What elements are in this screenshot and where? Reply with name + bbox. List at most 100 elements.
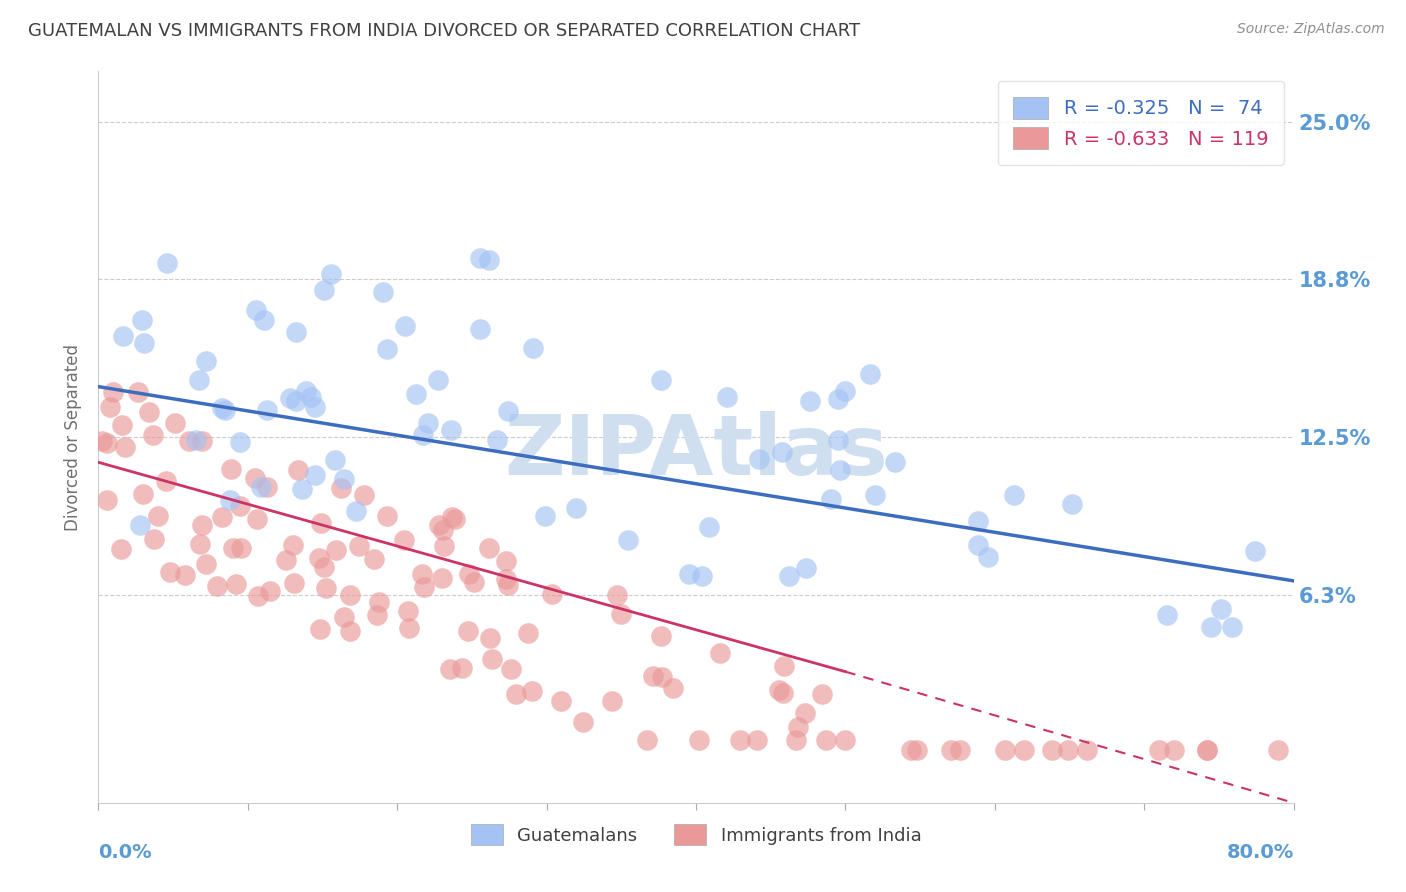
Point <box>468 251 491 265</box>
Point <box>195 354 218 368</box>
Point <box>392 533 415 548</box>
Point <box>287 463 309 477</box>
Point <box>863 488 886 502</box>
Point <box>219 462 242 476</box>
Point <box>1040 743 1063 757</box>
Point <box>451 661 474 675</box>
Point <box>319 267 342 281</box>
Point <box>368 594 391 608</box>
Point <box>994 743 1017 757</box>
Point <box>458 566 481 581</box>
Point <box>222 541 245 555</box>
Point <box>716 390 738 404</box>
Point <box>245 303 267 318</box>
Point <box>1199 620 1222 634</box>
Point <box>1076 743 1098 757</box>
Point <box>772 658 794 673</box>
Point <box>745 732 768 747</box>
Point <box>1197 743 1219 757</box>
Point <box>112 329 135 343</box>
Point <box>366 608 388 623</box>
Point <box>132 486 155 500</box>
Point <box>457 624 479 638</box>
Point <box>283 576 305 591</box>
Point <box>1222 620 1244 634</box>
Point <box>485 433 508 447</box>
Point <box>188 373 211 387</box>
Point <box>129 518 152 533</box>
Point <box>211 510 233 524</box>
Point <box>304 468 326 483</box>
Point <box>478 541 501 556</box>
Point <box>98 401 121 415</box>
Point <box>692 569 714 583</box>
Point <box>256 480 278 494</box>
Point <box>1163 743 1185 757</box>
Point <box>411 566 433 581</box>
Text: ZIPAtlas: ZIPAtlas <box>503 411 889 492</box>
Point <box>188 537 211 551</box>
Point <box>1014 743 1036 757</box>
Point <box>231 541 253 556</box>
Point <box>505 687 527 701</box>
Point <box>274 552 297 566</box>
Point <box>323 453 346 467</box>
Point <box>155 474 177 488</box>
Point <box>246 511 269 525</box>
Point <box>498 578 520 592</box>
Point <box>662 681 685 695</box>
Point <box>177 434 200 449</box>
Point <box>550 694 572 708</box>
Legend: Guatemalans, Immigrants from India: Guatemalans, Immigrants from India <box>456 810 936 860</box>
Point <box>606 588 628 602</box>
Point <box>636 732 658 747</box>
Point <box>495 554 517 568</box>
Point <box>967 515 990 529</box>
Point <box>259 584 281 599</box>
Point <box>1197 743 1219 757</box>
Point <box>815 732 838 747</box>
Point <box>413 580 436 594</box>
Point <box>1060 497 1083 511</box>
Point <box>143 532 166 546</box>
Point <box>309 516 332 531</box>
Point <box>91 434 114 448</box>
Point <box>785 732 807 747</box>
Point <box>96 436 118 450</box>
Point <box>229 500 252 514</box>
Point <box>439 661 461 675</box>
Point <box>412 428 434 442</box>
Point <box>134 335 156 350</box>
Point <box>520 683 543 698</box>
Point <box>314 283 336 297</box>
Point <box>156 256 179 270</box>
Point <box>165 416 187 430</box>
Point <box>225 576 247 591</box>
Point <box>131 312 153 326</box>
Point <box>643 669 665 683</box>
Point <box>617 533 640 548</box>
Point <box>375 343 398 357</box>
Point <box>325 543 347 558</box>
Point <box>111 418 134 433</box>
Point <box>463 574 485 589</box>
Point <box>440 423 463 437</box>
Point <box>1211 602 1233 616</box>
Point <box>470 321 492 335</box>
Point <box>127 385 149 400</box>
Point <box>174 568 197 582</box>
Point <box>678 566 700 581</box>
Point <box>827 433 849 447</box>
Point <box>229 435 252 450</box>
Point <box>148 508 170 523</box>
Point <box>1156 608 1178 623</box>
Point <box>252 312 274 326</box>
Point <box>190 518 212 533</box>
Point <box>610 607 633 621</box>
Point <box>396 604 419 618</box>
Point <box>478 253 501 268</box>
Point <box>375 509 398 524</box>
Point <box>495 572 517 586</box>
Text: 80.0%: 80.0% <box>1226 843 1294 862</box>
Point <box>159 566 181 580</box>
